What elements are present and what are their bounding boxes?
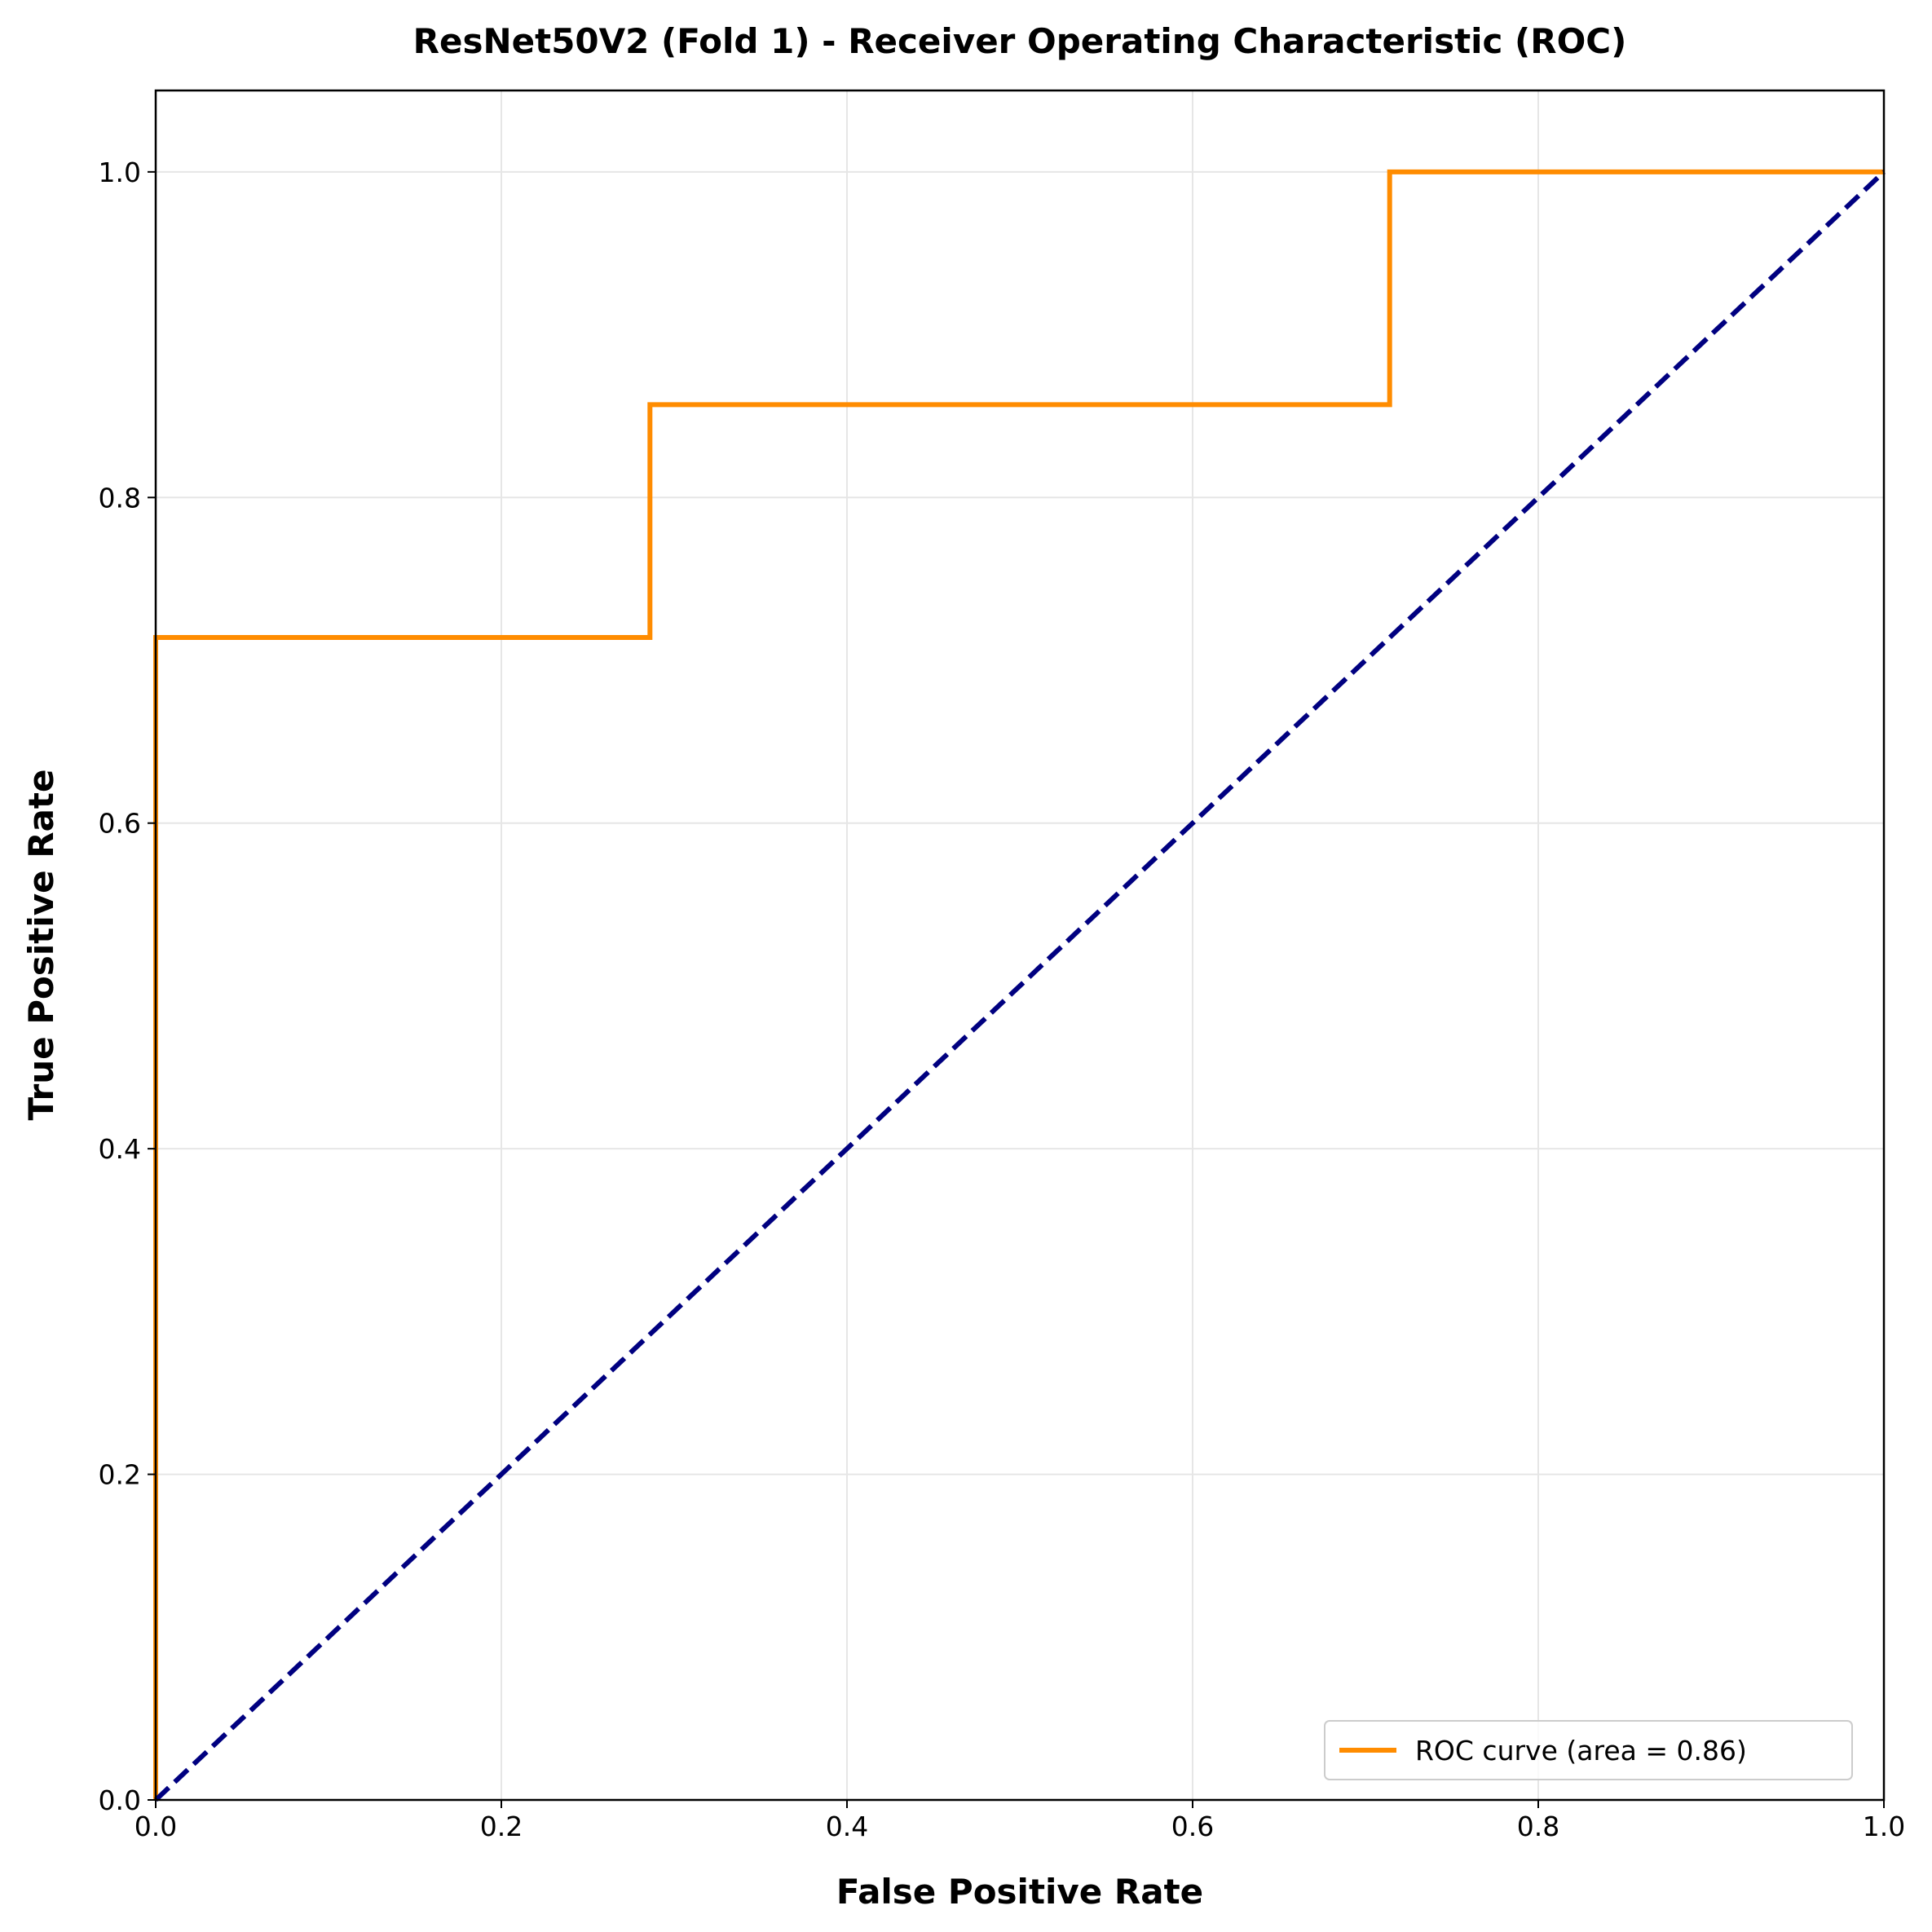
y-tick-label: 0.6 <box>99 808 141 840</box>
y-tick-label: 0.0 <box>99 1784 141 1816</box>
x-tick-label: 0.6 <box>1171 1811 1214 1842</box>
chart-title: ResNet50V2 (Fold 1) - Receiver Operating… <box>413 21 1627 61</box>
x-axis-label: False Positive Rate <box>836 1872 1203 1912</box>
ticks: 0.0 0.2 0.4 0.6 0.8 1.0 0.0 0.2 0.4 0.6 0.8 1.0 <box>99 157 1906 1842</box>
y-tick-label: 0.8 <box>99 482 141 514</box>
legend-label-roc: ROC curve (area = 0.86) <box>1415 1735 1747 1767</box>
y-tick-label: 1.0 <box>99 157 141 188</box>
x-tick-label: 0.4 <box>826 1811 868 1842</box>
legend: ROC curve (area = 0.86) <box>1324 1720 1853 1780</box>
x-tick-label: 0.2 <box>480 1811 523 1842</box>
legend-box <box>1324 1720 1853 1780</box>
x-tick-label: 0.0 <box>135 1811 177 1842</box>
plot-frame <box>154 89 1886 1802</box>
y-tick-label: 0.2 <box>99 1459 141 1491</box>
x-tick-label: 0.8 <box>1517 1811 1559 1842</box>
chance-diagonal-line <box>153 170 1886 1802</box>
y-axis-label: True Positive Rate <box>21 770 61 1121</box>
y-tick-label: 0.4 <box>99 1133 141 1165</box>
x-tick-label: 1.0 <box>1863 1811 1905 1842</box>
